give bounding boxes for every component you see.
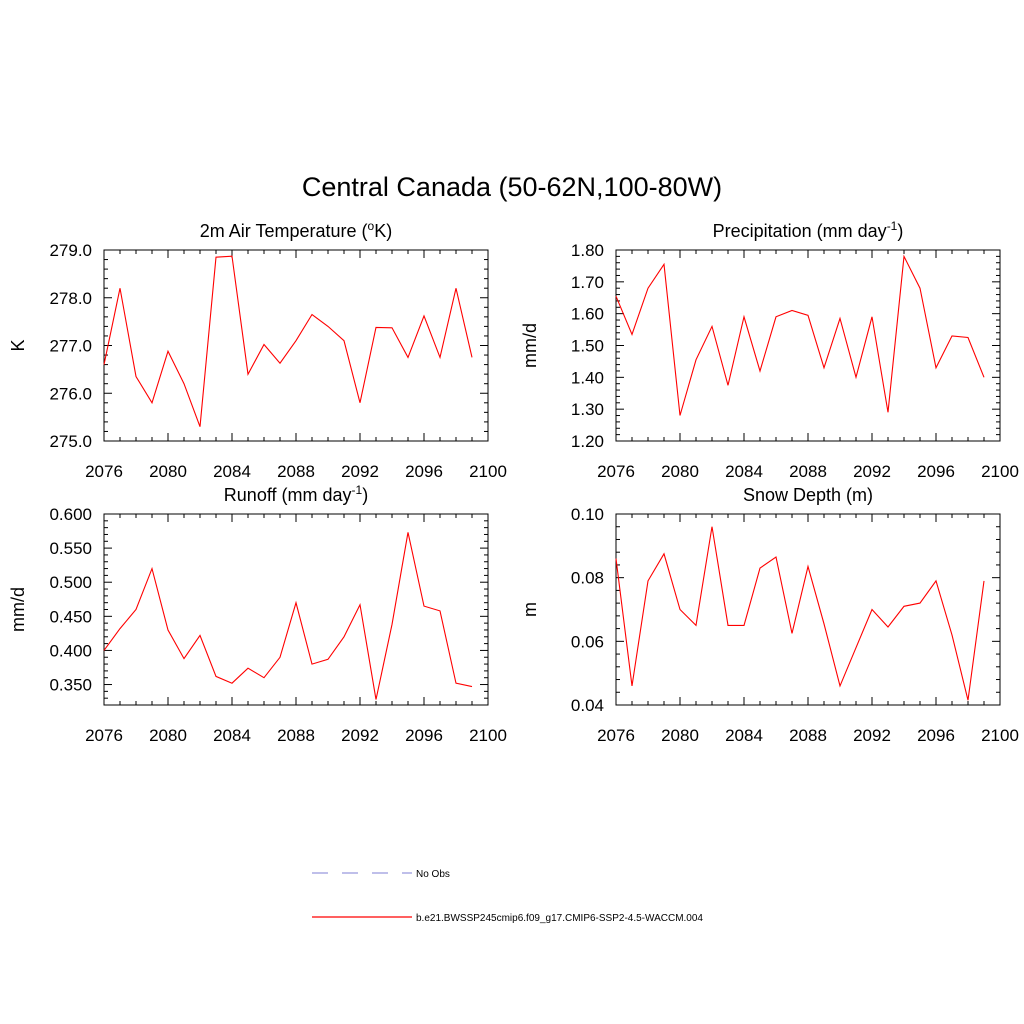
x-tick-label: 2076 [85,462,123,481]
panel-title-runoff: Runoff (mm day-1) [224,483,368,505]
y-tick-label: 1.40 [571,368,604,387]
panel-title-suffix: ) [897,221,903,241]
x-tick-label: 2096 [917,726,955,745]
x-tick-label: 2088 [789,462,827,481]
plot-frame-snow-depth [615,513,1001,706]
panel-title-superscript: -1 [887,219,898,233]
panel-title-superscript: -1 [352,483,363,497]
x-tick-label: 2100 [469,726,507,745]
y-axis-label-precipitation: mm/d [520,323,540,368]
y-tick-label: 1.30 [571,400,604,419]
panel-title-text: Runoff (mm day [224,485,352,505]
x-tick-label: 2092 [341,726,379,745]
y-tick-label: 0.400 [49,641,92,660]
plot-frame-runoff [103,513,489,706]
y-tick-label: 0.350 [49,676,92,695]
plot-frame-precipitation [615,249,1001,442]
y-axis-label-snow-depth: m [520,602,540,617]
x-tick-label: 2080 [661,462,699,481]
x-tick-label: 2076 [597,726,635,745]
panel-title-text: Precipitation (mm day [713,221,887,241]
x-tick-label: 2088 [789,726,827,745]
y-tick-label: 1.70 [571,273,604,292]
panel-title-precipitation: Precipitation (mm day-1) [713,219,904,241]
x-tick-label: 2080 [661,726,699,745]
x-tick-label: 2084 [725,462,763,481]
panel-title-text: Snow Depth (m) [743,485,873,505]
y-tick-label: 0.550 [49,539,92,558]
panel-runoff: 2076 2080 2084 2088 2092 2096 2100 0.350 0.400 0.… [8,483,507,745]
x-tick-label: 2084 [213,726,251,745]
main-title: Central Canada (50-62N,100-80W) [302,172,722,202]
x-tick-label: 2076 [597,462,635,481]
panel-title-snow-depth: Snow Depth (m) [743,485,873,505]
y-tick-label: 278.0 [49,289,92,308]
panel-snow-depth: 2076 2080 2084 2088 2092 2096 2100 0.04 0.06 0.08… [520,485,1019,745]
series-line-temperature [103,255,473,427]
y-tick-label: 0.10 [571,505,604,524]
x-tick-label: 2096 [917,462,955,481]
x-tick-label: 2100 [981,462,1019,481]
series-line-precipitation [615,254,985,416]
y-tick-label: 276.0 [49,384,92,403]
x-tick-label: 2096 [405,726,443,745]
x-tick-label: 2080 [149,726,187,745]
x-tick-label: 2088 [277,462,315,481]
legend-item-model: b.e21.BWSSP245cmip6.f09_g17.CMIP6-SSP2-4… [312,913,703,924]
y-tick-label: 0.500 [49,573,92,592]
y-tick-label: 0.08 [571,569,604,588]
y-tick-label: 0.450 [49,607,92,626]
plot-frame-temperature [103,249,489,442]
x-tick-label: 2084 [725,726,763,745]
y-tick-label: 1.60 [571,305,604,324]
legend-label-model: b.e21.BWSSP245cmip6.f09_g17.CMIP6-SSP2-4… [416,913,703,924]
y-tick-label: 0.06 [571,632,604,651]
legend-item-obs: No Obs [312,869,450,880]
y-tick-label: 277.0 [49,337,92,356]
panel-title-suffix: ) [362,485,368,505]
y-axis-label-temperature: K [8,339,28,351]
x-tick-label: 2076 [85,726,123,745]
panel-temperature: 2076 2080 2084 2088 2092 2096 2100 275.0 276.0 27… [8,219,507,481]
series-line-snow-depth [615,526,985,701]
y-tick-label: 279.0 [49,241,92,260]
legend: No Obs b.e21.BWSSP245cmip6.f09_g17.CMIP6… [312,869,703,924]
x-tick-label: 2080 [149,462,187,481]
panel-precipitation: 2076 2080 2084 2088 2092 2096 2100 1.20 1.30 1.40… [520,219,1019,481]
x-tick-label: 2092 [341,462,379,481]
legend-label-obs: No Obs [416,869,450,880]
x-tick-label: 2100 [981,726,1019,745]
y-tick-label: 0.600 [49,505,92,524]
panel-title-temperature: 2m Air Temperature (oK) [200,219,392,241]
x-tick-label: 2100 [469,462,507,481]
x-tick-label: 2088 [277,726,315,745]
x-tick-label: 2092 [853,726,891,745]
y-tick-label: 1.50 [571,337,604,356]
y-tick-label: 1.80 [571,241,604,260]
x-tick-label: 2092 [853,462,891,481]
panel-title-superscript: o [368,219,375,233]
y-axis-label-runoff: mm/d [8,587,28,632]
y-tick-label: 275.0 [49,432,92,451]
x-tick-label: 2096 [405,462,443,481]
panel-title-suffix: K) [374,221,392,241]
y-tick-label: 1.20 [571,432,604,451]
panel-title-text: 2m Air Temperature ( [200,221,368,241]
y-tick-label: 0.04 [571,696,604,715]
series-line-runoff [103,532,473,700]
panels: 2076 2080 2084 2088 2092 2096 2100 275.0 276.0 27… [8,219,1019,745]
x-tick-label: 2084 [213,462,251,481]
